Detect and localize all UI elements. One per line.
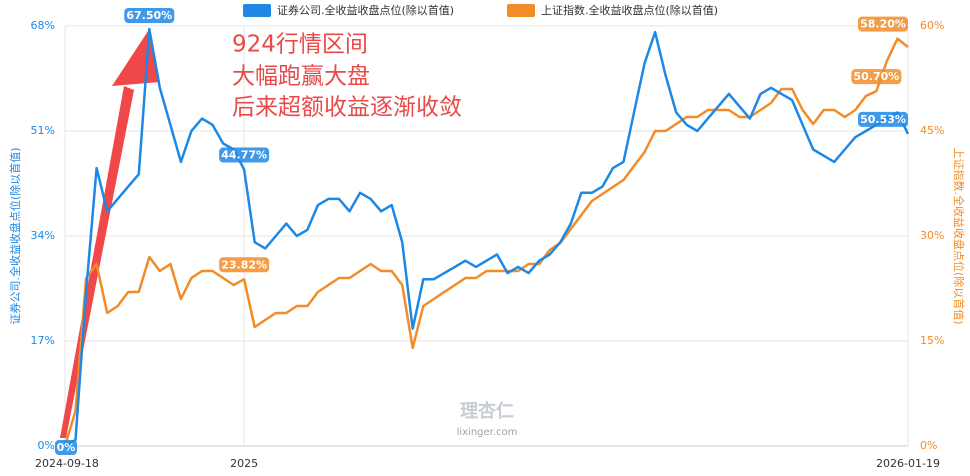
y2-tick-label: 15% [920, 334, 944, 347]
y2-tick-label: 30% [920, 229, 944, 242]
watermark: 理杏仁 [460, 400, 514, 422]
arrow-shaft [60, 86, 134, 438]
value-label: 0% [57, 441, 76, 454]
value-label: 67.50% [126, 9, 172, 22]
annotation: 后来超额收益逐渐收敛 [232, 95, 462, 121]
value-label-bg [858, 16, 908, 32]
legend-swatch [507, 4, 535, 17]
value-label-bg [124, 8, 175, 23]
legend-label: 证券公司.全收益收盘点位(除以首值) [277, 3, 454, 17]
y-tick-label: 34% [31, 229, 55, 242]
y2-axis-label: 上证指数.全收益收盘点位(除以首值) [952, 147, 966, 324]
value-label: 58.20% [860, 18, 906, 31]
watermark-url: lixinger.com [457, 427, 518, 438]
value-label-bg [851, 69, 902, 85]
value-label-bg [55, 440, 77, 455]
legend-swatch [243, 4, 271, 17]
x-tick-label: 2026-01-19 [876, 457, 940, 470]
y2-tick-label: 45% [920, 124, 944, 137]
x-tick-label: 2025 [230, 457, 258, 470]
value-label-bg [219, 257, 270, 273]
value-label: 23.82% [221, 258, 267, 271]
legend-label: 上证指数.全收益收盘点位(除以首值) [541, 3, 718, 17]
value-label: 50.70% [853, 70, 899, 83]
y-tick-label: 68% [31, 19, 55, 32]
x-tick-label: 2024-09-18 [35, 457, 99, 470]
y-axis-label: 证券公司.全收益收盘点位(除以首值) [8, 147, 22, 324]
y2-tick-label: 60% [920, 19, 944, 32]
y-tick-label: 51% [31, 124, 55, 137]
value-label-bg [858, 111, 908, 127]
value-label: 50.53% [860, 113, 906, 126]
y-tick-label: 0% [38, 439, 55, 452]
value-label: 44.77% [221, 148, 267, 161]
y2-tick-label: 0% [920, 439, 937, 452]
arrow-head [112, 28, 160, 86]
series-line [63, 37, 909, 447]
value-label-bg [219, 147, 270, 163]
annotation: 924行情区间 [232, 32, 368, 58]
annotation: 大幅跑赢大盘 [232, 64, 370, 90]
y-tick-label: 17% [31, 334, 55, 347]
series-line [64, 27, 910, 448]
